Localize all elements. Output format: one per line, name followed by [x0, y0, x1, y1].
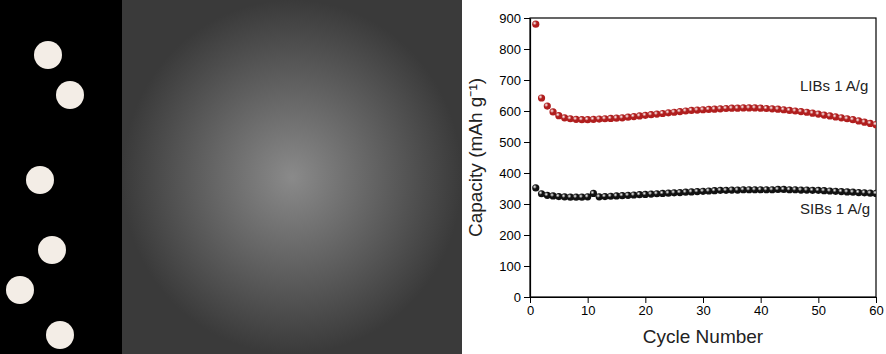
y-tick-label: 400: [499, 166, 521, 181]
y-tick-mark: [524, 142, 530, 143]
x-tick: 30: [696, 297, 710, 318]
x-tick: 0: [527, 297, 534, 318]
x-tick: 50: [812, 297, 826, 318]
y-tick: 800: [499, 42, 530, 57]
x-tick: 20: [639, 297, 653, 318]
data-point: [532, 21, 539, 28]
y-tick: 400: [499, 166, 530, 181]
y-tick-mark: [524, 297, 530, 298]
x-tick-mark: [818, 297, 819, 303]
y-tick: 600: [499, 104, 530, 119]
x-tick-label: 30: [696, 303, 710, 318]
data-point: [872, 190, 876, 197]
y-tick-label: 500: [499, 135, 521, 150]
y-axis-title: Capacity (mAh g⁻¹): [465, 78, 486, 237]
x-tick-label: 60: [869, 303, 883, 318]
blossom: [56, 81, 84, 109]
data-point: [544, 102, 551, 109]
y-tick: 500: [499, 135, 530, 150]
blossom: [26, 166, 54, 194]
y-tick: 900: [499, 11, 530, 26]
y-tick-mark: [524, 18, 530, 19]
plot-frame: [530, 18, 876, 297]
blossom: [34, 41, 62, 69]
y-tick-label: 600: [499, 104, 521, 119]
x-tick-label: 20: [639, 303, 653, 318]
y-tick: 200: [499, 228, 530, 243]
series-points: [532, 184, 876, 200]
y-axis-line: [530, 19, 531, 298]
photo-panel: [0, 0, 122, 354]
y-tick: 700: [499, 73, 530, 88]
x-axis: 0 10 20 30 40 50 60: [527, 297, 884, 318]
blossom: [6, 276, 34, 304]
y-tick-mark: [524, 49, 530, 50]
y-tick: 100: [499, 259, 530, 274]
y-tick-label: 800: [499, 42, 521, 57]
x-tick-label: 50: [812, 303, 826, 318]
y-tick-label: 900: [499, 11, 521, 26]
data-point: [872, 121, 876, 128]
x-tick-mark: [645, 297, 646, 303]
y-tick-label: 100: [499, 259, 521, 274]
y-tick-mark: [524, 235, 530, 236]
y-tick-label: 200: [499, 228, 521, 243]
y-tick-mark: [524, 204, 530, 205]
x-tick: 10: [581, 297, 595, 318]
y-tick-mark: [524, 111, 530, 112]
x-tick-mark: [761, 297, 762, 303]
data-point: [538, 94, 545, 101]
y-tick: 300: [499, 197, 530, 212]
data-point: [532, 184, 539, 191]
y-axis: 0 100 200 300 400 500 600 700 800 900: [499, 11, 530, 305]
blossom: [46, 321, 74, 349]
x-tick-mark: [588, 297, 589, 303]
blossom: [38, 236, 66, 264]
y-tick-label: 300: [499, 197, 521, 212]
x-axis-title: Cycle Number: [643, 326, 764, 347]
x-tick-mark: [703, 297, 704, 303]
chart-background: [462, 0, 886, 354]
x-tick-label: 40: [754, 303, 768, 318]
y-tick-label: 700: [499, 73, 521, 88]
x-tick-label: 0: [527, 303, 534, 318]
series-label: SIBs 1 A/g: [800, 200, 870, 217]
x-tick: 60: [869, 297, 883, 318]
series-points: [532, 21, 876, 129]
figure: 0102030405060010020030040050060070080090…: [0, 0, 886, 354]
y-tick-mark: [524, 80, 530, 81]
x-tick-label: 10: [581, 303, 595, 318]
y-tick-label: 0: [514, 290, 521, 305]
x-tick: 40: [754, 297, 768, 318]
y-tick-mark: [524, 266, 530, 267]
y-tick-mark: [524, 173, 530, 174]
sem-panel: [122, 0, 462, 354]
series-label: LIBs 1 A/g: [800, 77, 868, 94]
plot-area: [532, 21, 876, 201]
y-tick: 0: [514, 290, 530, 305]
x-tick-mark: [530, 297, 531, 303]
x-tick-mark: [876, 297, 877, 303]
